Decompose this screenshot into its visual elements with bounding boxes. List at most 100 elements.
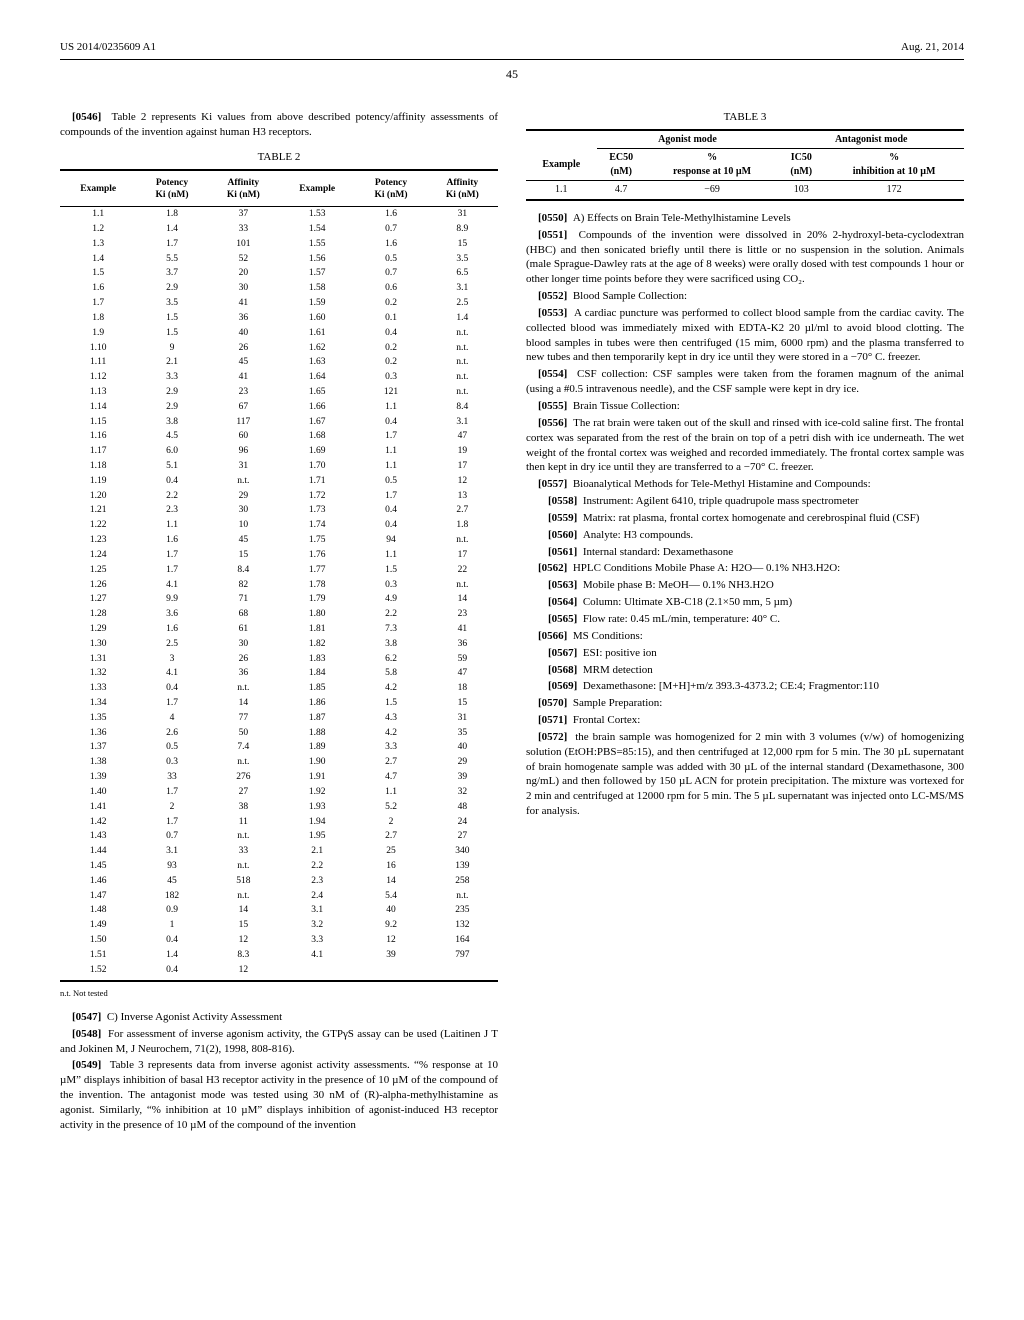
para-0571: [0571] Frontal Cortex: [526,713,964,728]
para-0570: [0570] Sample Preparation: [526,696,964,711]
para-0568: [0568] MRM detection [548,663,964,678]
table-row: 1.324.1361.845.847 [60,666,498,681]
page-number: 45 [60,66,964,82]
para-0547: [0547] C) Inverse Agonist Activity Asses… [60,1010,498,1025]
table-row: 1.480.9143.140235 [60,903,498,918]
para-0553: [0553] A cardiac puncture was performed … [526,306,964,365]
para-0572: [0572] the brain sample was homogenized … [526,730,964,819]
table2-col-header: Example [60,176,136,207]
table-row: 1.164.5601.681.747 [60,429,498,444]
table2: ExamplePotencyKi (nM)AffinityKi (nM)Exam… [60,169,498,983]
table-row: 1.241.7151.761.117 [60,548,498,563]
table-row: 1.251.78.41.771.522 [60,563,498,578]
table-row: 1.109261.620.2n.t. [60,341,498,356]
table-row: 1.412381.935.248 [60,800,498,815]
table-row: 1.283.6681.802.223 [60,607,498,622]
table-row: 1.112.1451.630.2n.t. [60,355,498,370]
table-row: 1.39332761.914.739 [60,770,498,785]
para-0565: [0565] Flow rate: 0.45 mL/min, temperatu… [548,612,964,627]
table-row: 1.46455182.314258 [60,874,498,889]
table2-col-header: PotencyKi (nM) [355,176,426,207]
table-row: 1.132.9231.65121n.t. [60,385,498,400]
table-row: 1.370.57.41.893.340 [60,740,498,755]
table3-col-header: EC50(nM) [597,149,646,181]
para-0569: [0569] Dexamethasone: [M+H]+m/z 393.3-43… [548,679,964,694]
table-row: 1.279.9711.794.914 [60,592,498,607]
para-0560: [0560] Analyte: H3 compounds. [548,528,964,543]
para-0546: [0546] Table 2 represents Ki values from… [60,110,498,140]
para-0556: [0556] The rat brain were taken out of t… [526,416,964,475]
table-row: 1.142.9671.661.18.4 [60,400,498,415]
table2-col-header: PotencyKi (nM) [136,176,207,207]
para-0551: [0551] Compounds of the invention were d… [526,228,964,287]
table-row: 1.4593n.t.2.216139 [60,859,498,874]
table-row: 1.221.1101.740.41.8 [60,518,498,533]
para-0562: [0562] HPLC Conditions Mobile Phase A: H… [526,561,964,576]
content-columns: [0546] Table 2 represents Ki values from… [60,110,964,1230]
table-row: 1.153.81171.670.43.1 [60,415,498,430]
table3-col-header: IC50(nM) [778,149,824,181]
table2-col-header: AffinityKi (nM) [208,176,279,207]
table-row: 1.264.1821.780.3n.t. [60,578,498,593]
table-row: 1.31.71011.551.615 [60,237,498,252]
para-0558: [0558] Instrument: Agilent 6410, triple … [548,494,964,509]
para-0555: [0555] Brain Tissue Collection: [526,399,964,414]
para-0554: [0554] CSF collection: CSF samples were … [526,367,964,397]
patent-date: Aug. 21, 2014 [901,40,964,55]
para-0559: [0559] Matrix: rat plasma, frontal corte… [548,511,964,526]
table-row: 1.73.5411.590.22.5 [60,296,498,311]
table-row: 1.53.7201.570.76.5 [60,266,498,281]
table-row: 1.45.5521.560.53.5 [60,252,498,267]
para-0564: [0564] Column: Ultimate XB-C18 (2.1×50 m… [548,595,964,610]
para-0557: [0557] Bioanalytical Methods for Tele-Me… [526,477,964,492]
para-0561: [0561] Internal standard: Dexamethasone [548,545,964,560]
table-row: 1.123.3411.640.3n.t. [60,370,498,385]
table-row: 1.21.4331.540.78.9 [60,222,498,237]
patent-number: US 2014/0235609 A1 [60,40,156,55]
table-row: 1.185.1311.701.117 [60,459,498,474]
table-row: 1.231.6451.7594n.t. [60,533,498,548]
table-row: 1.176.0961.691.119 [60,444,498,459]
table3-title: TABLE 3 [526,110,964,125]
table-row: 1.500.4123.312164 [60,933,498,948]
para-0567: [0567] ESI: positive ion [548,646,964,661]
table2-col-header: Example [279,176,355,207]
table-row: 1.511.48.34.139797 [60,948,498,963]
table-row: 1.91.5401.610.4n.t. [60,326,498,341]
table-row: 1.380.3n.t.1.902.729 [60,755,498,770]
table-row: 1.401.7271.921.132 [60,785,498,800]
table-row: 1.520.412 [60,963,498,982]
para-0552: [0552] Blood Sample Collection: [526,289,964,304]
table2-footnote: n.t. Not tested [60,988,498,999]
table3-col-header: %inhibition at 10 µM [824,149,964,181]
table-row: 1.62.9301.580.63.1 [60,281,498,296]
para-0548: [0548] For assessment of inverse agonism… [60,1027,498,1057]
para-0549: [0549] Table 3 represents data from inve… [60,1058,498,1132]
table-row: 1.202.2291.721.713 [60,489,498,504]
para-0550: [0550] A) Effects on Brain Tele-Methylhi… [526,211,964,226]
page-header: US 2014/0235609 A1 Aug. 21, 2014 [60,40,964,60]
table-row: 1.291.6611.817.341 [60,622,498,637]
table-row: 1.190.4n.t.1.710.512 [60,474,498,489]
table-row: 1.313261.836.259 [60,652,498,667]
table-row: 1.47182n.t.2.45.4n.t. [60,889,498,904]
table-row: 1.421.7111.94224 [60,815,498,830]
table-row: 1.354771.874.331 [60,711,498,726]
table3-col-header: %response at 10 µM [646,149,779,181]
table-row: 1.362.6501.884.235 [60,726,498,741]
table-row: 1.430.7n.t.1.952.727 [60,829,498,844]
table-row: 1.330.4n.t.1.854.218 [60,681,498,696]
table2-col-header: AffinityKi (nM) [427,176,498,207]
table3: Agonist modeAntagonist mode ExampleEC50(… [526,129,964,201]
table-row: 1.81.5361.600.11.4 [60,311,498,326]
table-row: 1.212.3301.730.42.7 [60,503,498,518]
table2-title: TABLE 2 [60,150,498,165]
table-row: 1.443.1332.125340 [60,844,498,859]
table-row: 1.341.7141.861.515 [60,696,498,711]
para-0566: [0566] MS Conditions: [526,629,964,644]
table-row: 1.491153.29.2132 [60,918,498,933]
table3-col-header: Example [526,149,597,181]
table-row: 1.11.8371.531.631 [60,207,498,222]
table-row: 1.302.5301.823.836 [60,637,498,652]
para-0563: [0563] Mobile phase B: MeOH— 0.1% NH3.H2… [548,578,964,593]
